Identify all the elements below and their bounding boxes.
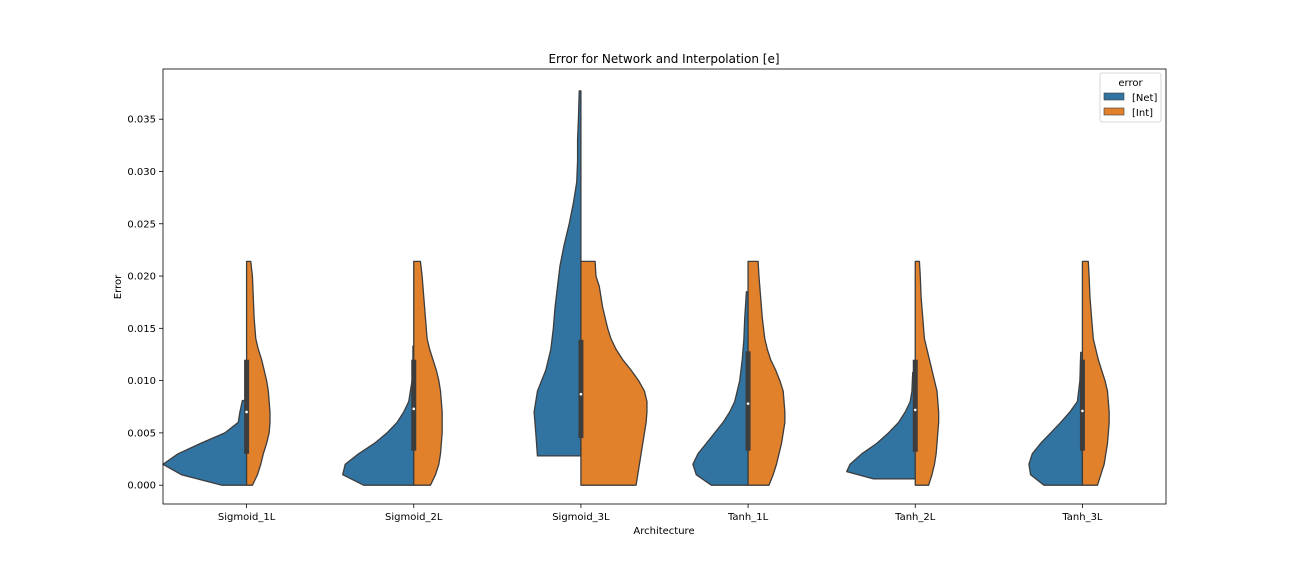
chart-title: Error for Network and Interpolation [e]	[548, 52, 779, 66]
y-tick-label: 0.015	[127, 324, 156, 335]
violin-net-tanh-1l	[692, 291, 749, 486]
y-axis: 0.000 0.005 0.010 0.015 0.020 0.025 0.030 0.035	[127, 115, 163, 492]
box-iqr	[1079, 359, 1085, 451]
box-iqr	[578, 339, 584, 439]
y-tick-label: 0.010	[127, 376, 156, 387]
violin-int-tanh-1l	[747, 260, 786, 486]
box-iqr	[411, 359, 417, 451]
x-tick-label: Sigmoid_3L	[552, 512, 610, 523]
violin-int-tanh-2l	[914, 260, 940, 486]
median-marker	[245, 410, 248, 414]
x-tick-label: Sigmoid_1L	[218, 512, 276, 523]
box-iqr	[912, 359, 918, 452]
violin-net-sigmoid-3l	[533, 90, 582, 457]
x-tick-label: Sigmoid_2L	[385, 512, 443, 523]
legend: error [Net] [Int]	[1099, 72, 1162, 123]
violin-int-sigmoid-3l	[580, 260, 648, 486]
legend-swatch-int	[1103, 107, 1125, 116]
y-tick-label: 0.005	[127, 428, 156, 439]
x-axis-label: Architecture	[633, 526, 694, 537]
y-axis-label: Error	[113, 274, 124, 299]
violin-int-sigmoid-2l	[413, 260, 443, 486]
median-marker	[913, 408, 917, 412]
box-iqr	[244, 359, 250, 454]
violin-net-tanh-2l	[846, 371, 916, 480]
legend-swatch-net	[1103, 92, 1125, 101]
legend-label-net: [Net]	[1132, 93, 1157, 104]
median-marker	[412, 407, 416, 411]
box-iqr	[745, 351, 751, 451]
violin-net-sigmoid-2l	[342, 345, 415, 486]
violin-int-tanh-3l	[1081, 260, 1110, 486]
median-marker	[746, 402, 750, 405]
median-marker	[579, 392, 583, 396]
x-tick-label: Tanh_1L	[727, 512, 769, 523]
legend-title: error	[1118, 78, 1143, 89]
x-axis: Sigmoid_1L Sigmoid_2L Sigmoid_3L Tanh_1L Tan…	[218, 504, 1103, 523]
y-tick-label: 0.030	[127, 167, 156, 178]
violin-net-sigmoid-1l	[162, 399, 248, 486]
y-tick-label: 0.020	[127, 272, 156, 283]
y-tick-label: 0.035	[127, 115, 156, 126]
y-tick-label: 0.025	[127, 219, 156, 230]
plot-area	[162, 90, 1110, 486]
axes-frame	[162, 68, 1167, 505]
y-tick-label: 0.000	[127, 481, 156, 492]
legend-label-int: [Int]	[1132, 108, 1153, 119]
x-tick-label: Tanh_3L	[1061, 512, 1103, 523]
x-tick-label: Tanh_2L	[894, 512, 936, 523]
median-marker	[1081, 409, 1084, 413]
violin-net-tanh-3l	[1028, 351, 1084, 486]
violin-int-sigmoid-1l	[245, 260, 271, 486]
